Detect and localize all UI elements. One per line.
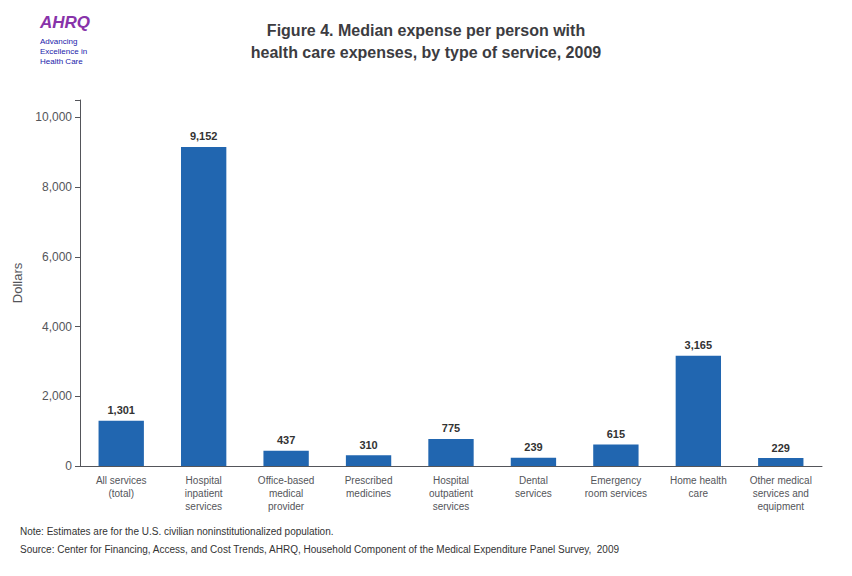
svg-text:Home health: Home health	[670, 475, 727, 486]
svg-text:Dental: Dental	[519, 475, 548, 486]
svg-text:6,000: 6,000	[42, 250, 72, 264]
svg-text:outpatient: outpatient	[429, 488, 473, 499]
svg-text:services: services	[433, 501, 470, 512]
svg-text:775: 775	[442, 422, 460, 434]
svg-text:room services: room services	[585, 488, 647, 499]
svg-text:services and: services and	[753, 488, 809, 499]
svg-text:0: 0	[65, 459, 72, 473]
svg-text:care: care	[689, 488, 709, 499]
svg-text:10,000: 10,000	[35, 110, 72, 124]
svg-text:Other medical: Other medical	[750, 475, 812, 486]
svg-text:229: 229	[772, 442, 790, 454]
svg-text:medicines: medicines	[346, 488, 391, 499]
svg-text:Figure 4. Median expense per p: Figure 4. Median expense per person with	[267, 22, 585, 39]
svg-text:8,000: 8,000	[42, 180, 72, 194]
svg-text:All services: All services	[96, 475, 147, 486]
svg-text:437: 437	[277, 434, 295, 446]
svg-text:Emergency: Emergency	[591, 475, 642, 486]
svg-text:services: services	[515, 488, 552, 499]
svg-text:AHRQ: AHRQ	[39, 13, 90, 32]
svg-text:4,000: 4,000	[42, 320, 72, 334]
svg-text:inpatient: inpatient	[185, 488, 223, 499]
svg-text:Source: Center for Financing,: Source: Center for Financing, Access, an…	[20, 544, 619, 555]
svg-text:health care expenses, by type: health care expenses, by type of service…	[251, 44, 602, 61]
svg-text:310: 310	[359, 439, 377, 451]
svg-text:Office-based: Office-based	[258, 475, 315, 486]
svg-text:services: services	[185, 501, 222, 512]
svg-text:Hospital: Hospital	[186, 475, 222, 486]
svg-text:(total): (total)	[108, 488, 134, 499]
svg-text:239: 239	[524, 441, 542, 453]
svg-text:Health Care: Health Care	[40, 57, 83, 66]
svg-text:Dollars: Dollars	[10, 262, 25, 303]
svg-text:Hospital: Hospital	[433, 475, 469, 486]
svg-text:1,301: 1,301	[107, 404, 135, 416]
svg-text:3,165: 3,165	[685, 339, 713, 351]
svg-text:Excellence in: Excellence in	[40, 47, 87, 56]
svg-text:equipment: equipment	[757, 501, 804, 512]
svg-text:2,000: 2,000	[42, 389, 72, 403]
svg-text:615: 615	[607, 428, 625, 440]
svg-text:Prescribed: Prescribed	[345, 475, 393, 486]
svg-text:Note: Estimates are for the U.: Note: Estimates are for the U.S. civilia…	[20, 526, 334, 537]
svg-text:9,152: 9,152	[190, 130, 218, 142]
svg-text:medical: medical	[269, 488, 303, 499]
svg-text:provider: provider	[268, 501, 305, 512]
svg-text:Advancing: Advancing	[40, 37, 77, 46]
